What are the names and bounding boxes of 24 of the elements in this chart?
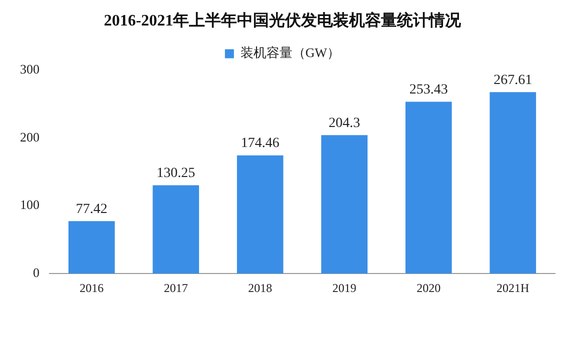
data-label: 204.3: [328, 116, 360, 131]
x-tick-label: 2019: [332, 280, 356, 295]
data-label: 253.43: [409, 82, 448, 98]
x-tick-label: 2017: [164, 280, 188, 295]
chart-title: 2016-2021年上半年中国光伏发电装机容量统计情况: [104, 10, 462, 30]
bar: [490, 92, 536, 274]
legend-label: 装机容量（GW）: [240, 45, 340, 60]
y-tick-label: 300: [20, 62, 40, 77]
data-label: 77.42: [76, 202, 108, 217]
x-tick-label: 2018: [248, 280, 272, 295]
bar: [236, 155, 284, 274]
data-label: 267.61: [494, 72, 532, 88]
y-tick-label: 200: [20, 129, 40, 144]
bar: [152, 185, 200, 274]
bar: [405, 102, 452, 274]
y-tick-label: 100: [20, 197, 40, 212]
bar: [68, 221, 115, 274]
x-tick-label: 2016: [80, 280, 104, 295]
x-tick-label: 2021H: [496, 280, 530, 295]
bar: [321, 135, 368, 274]
data-label: 130.25: [156, 166, 196, 181]
data-label: 174.46: [240, 136, 280, 151]
y-tick-label: 0: [33, 265, 40, 280]
x-tick-label: 2020: [416, 280, 441, 295]
